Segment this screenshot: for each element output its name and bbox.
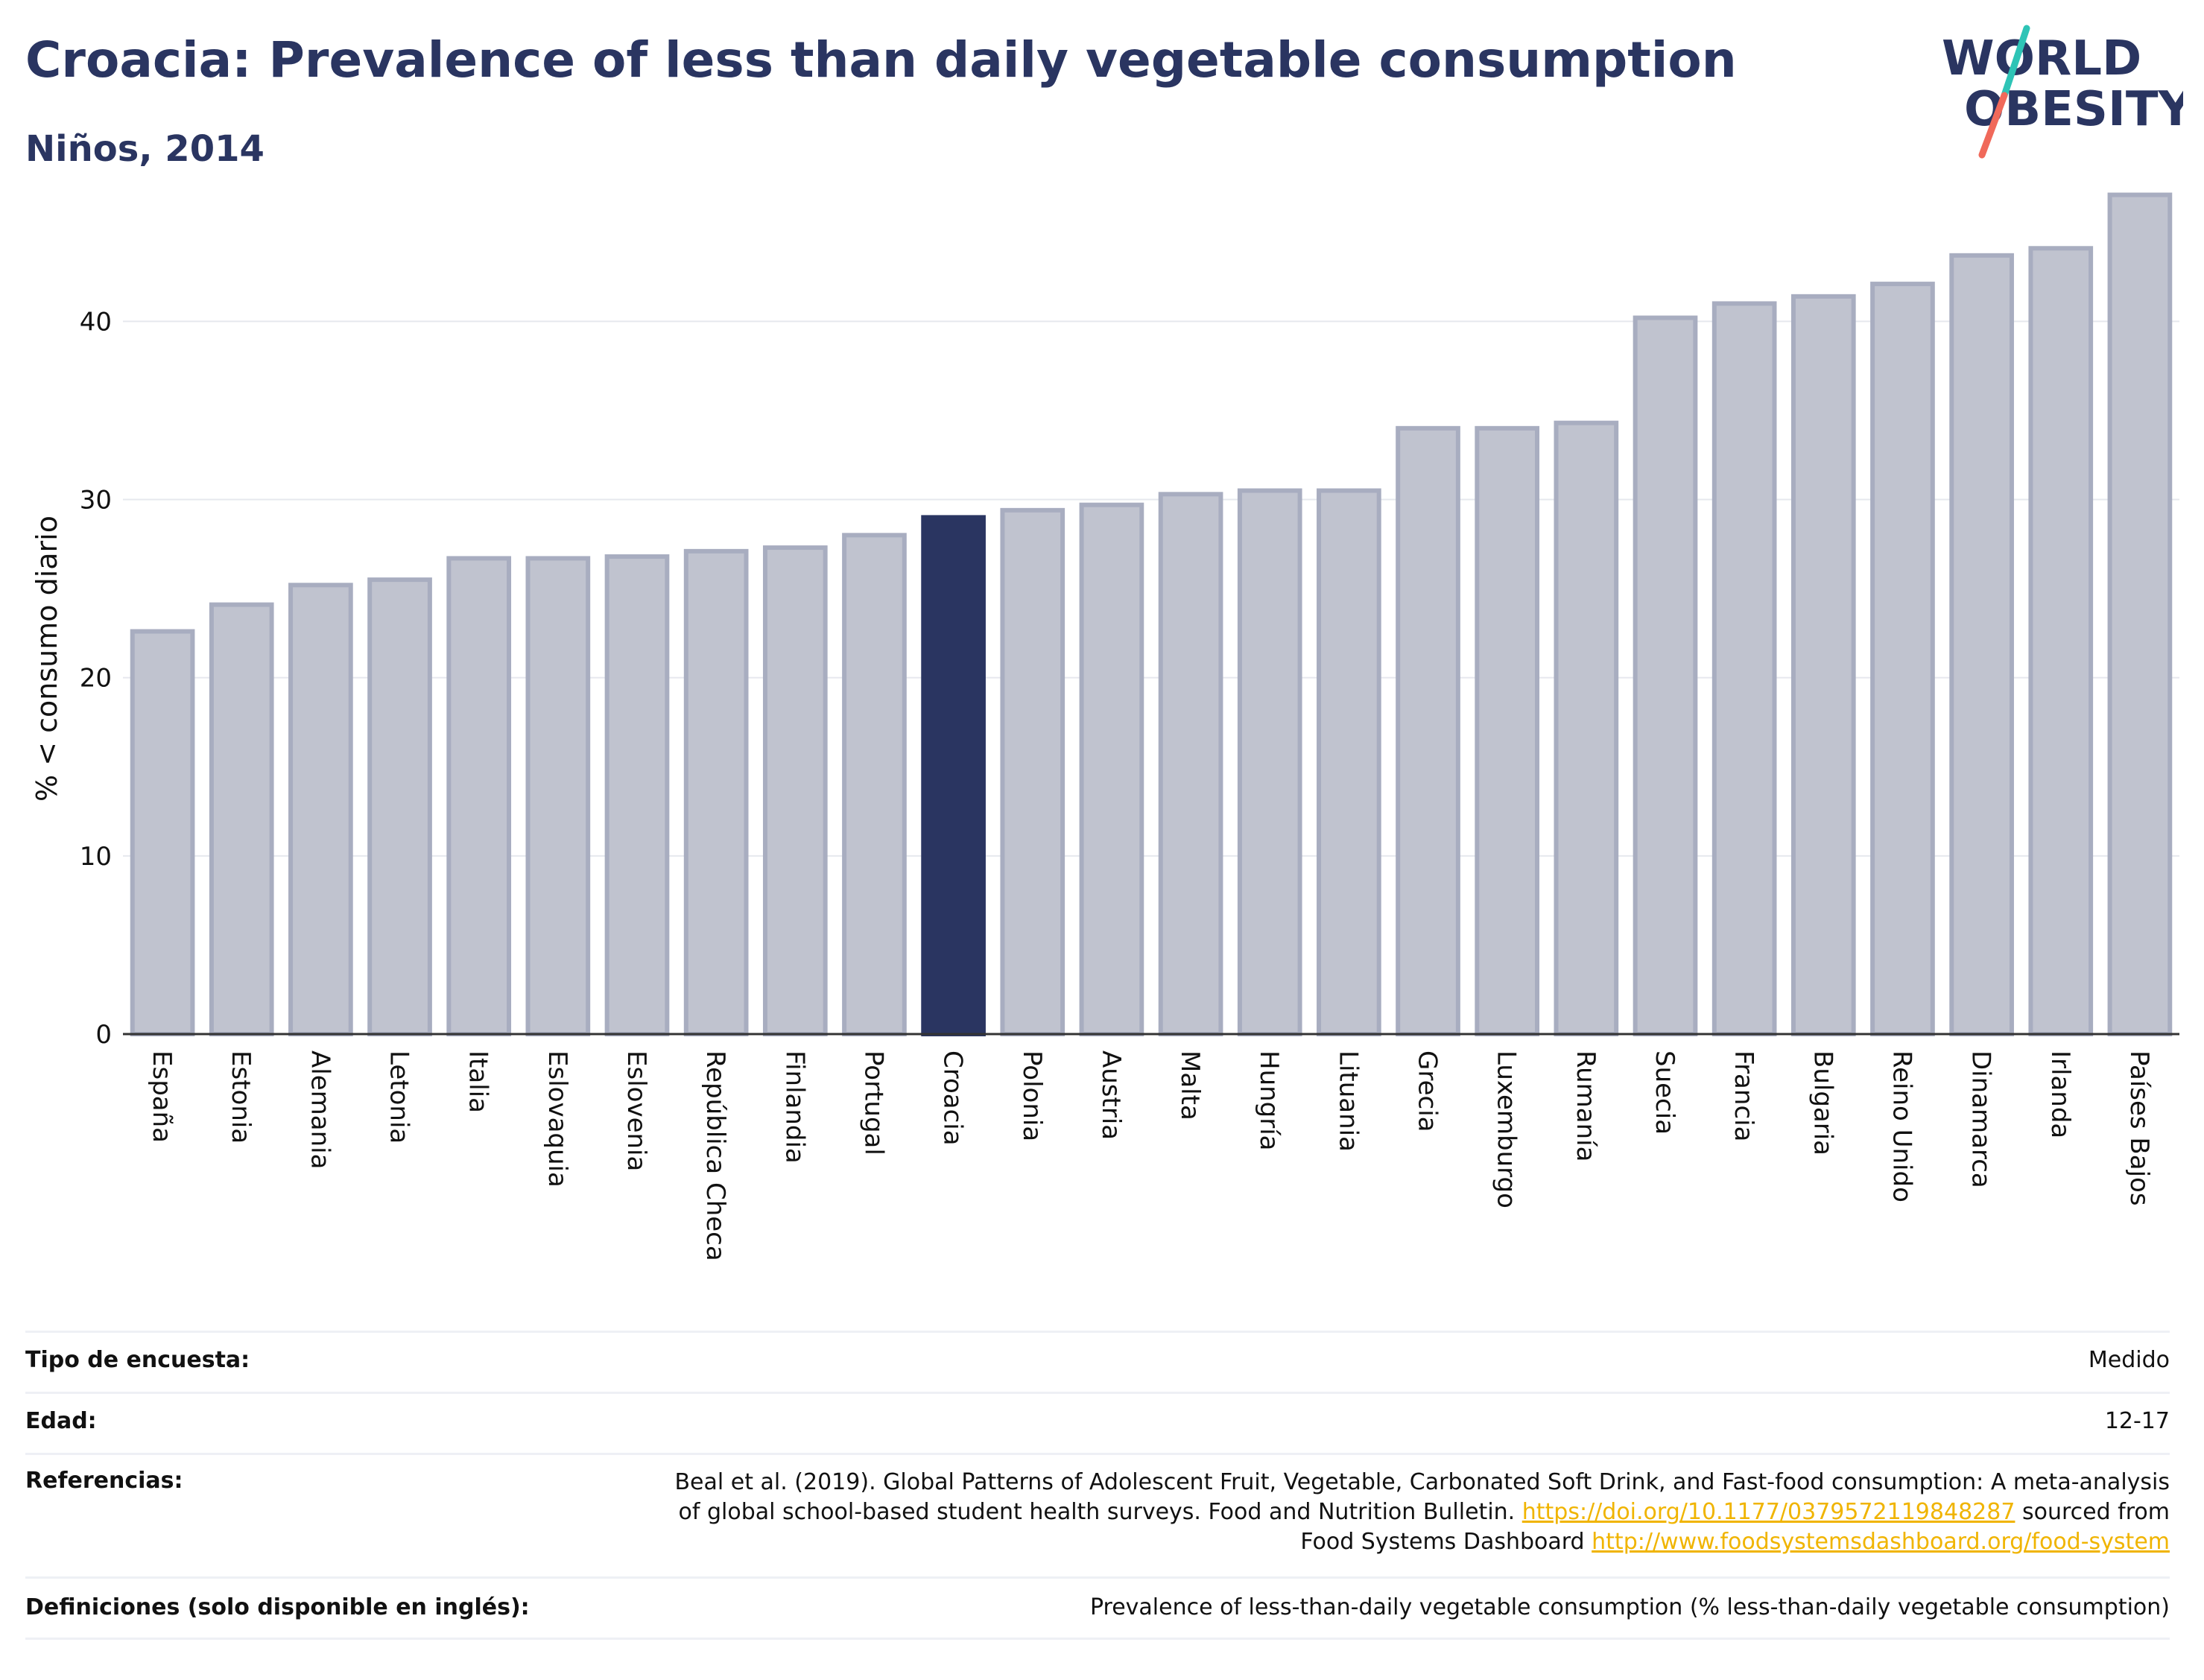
references-label: Referencias: (25, 1468, 183, 1494)
x-tick-label: Letonia (384, 1050, 414, 1144)
bar (1870, 282, 1935, 1036)
x-tick-label: Estonia (226, 1050, 256, 1144)
bars (130, 192, 2173, 1037)
y-tick-label: 20 (80, 664, 112, 694)
y-tick-label: 40 (80, 307, 112, 337)
bar (1079, 502, 1144, 1036)
x-tick-label: Reino Unido (1887, 1050, 1916, 1202)
divider (25, 1453, 2170, 1455)
bar (1000, 507, 1065, 1037)
x-tick-label: Dinamarca (1966, 1050, 1996, 1188)
bar (367, 577, 432, 1036)
bar (1711, 301, 1777, 1036)
x-tick-label: Lituania (1333, 1050, 1363, 1152)
y-tick-label: 30 (80, 486, 112, 516)
x-tick-label: Suecia (1650, 1050, 1679, 1135)
bar (525, 556, 591, 1036)
bar (446, 556, 512, 1036)
references-line-1: Beal et al. (2019). Global Patterns of A… (674, 1469, 2170, 1495)
x-tick-labels: España Estonia Alemania Letonia Italia Eslova… (147, 1050, 2154, 1261)
definitions-row: Definiciones (solo disponible en inglés)… (25, 1594, 2170, 1632)
logo-word-world: WORLD (1942, 31, 2141, 86)
x-tick-label: Países Bajos (2124, 1050, 2154, 1206)
bar (1475, 425, 1540, 1037)
references-line-3-text: Food Systems Dashboard (1300, 1529, 1585, 1555)
divider (25, 1331, 2170, 1333)
bar (683, 548, 749, 1036)
y-axis-label: % < consumo diario (31, 516, 63, 802)
bar (2107, 192, 2173, 1036)
divider (25, 1638, 2170, 1640)
chart-title: Croacia: Prevalence of less than daily v… (25, 31, 1737, 89)
divider (25, 1576, 2170, 1579)
bar (209, 602, 274, 1036)
x-tick-label: República Checa (700, 1050, 730, 1261)
x-tick-label: Finlandia (779, 1050, 809, 1164)
references-line-2-text: of global school-based student health su… (678, 1499, 1516, 1525)
world-obesity-logo: WORLD OBESITY (1942, 25, 2183, 159)
age-value: 12-17 (2104, 1408, 2170, 1434)
bar (1158, 492, 1223, 1036)
age-label: Edad: (25, 1408, 97, 1434)
x-tick-label: Irlanda (2045, 1050, 2075, 1138)
survey-type-label: Tipo de encuesta: (25, 1347, 250, 1373)
x-tick-label: Grecia (1413, 1050, 1443, 1132)
x-tick-label: España (147, 1050, 177, 1143)
bar (1633, 315, 1698, 1037)
references-line-2: of global school-based student health su… (605, 1497, 2170, 1527)
x-tick-label: Portugal (858, 1050, 888, 1156)
bar (1949, 253, 2014, 1036)
x-tick-label: Rumanía (1571, 1050, 1600, 1161)
definitions-value: Prevalence of less-than-daily vegetable … (1089, 1594, 2170, 1620)
bar (1790, 294, 1856, 1037)
chart-subtitle: Niños, 2014 (25, 128, 265, 170)
bar (1554, 420, 1619, 1036)
y-tick-label: 0 (95, 1020, 112, 1050)
doi-link[interactable]: https://doi.org/10.1177/0379572119848287 (1521, 1499, 2015, 1525)
food-systems-link[interactable]: http://www.foodsystemsdashboard.org/food… (1592, 1529, 2170, 1555)
references-row: Referencias: Beal et al. (2019). Global … (25, 1468, 2170, 1572)
bar-chart: 0 10 20 30 40 España Estonia Alemania Letonia It… (31, 192, 2179, 1261)
survey-type-value: Medido (2088, 1347, 2170, 1373)
bar (2028, 246, 2094, 1036)
x-tick-label: Hungría (1254, 1050, 1284, 1151)
x-tick-label: Eslovaquia (542, 1050, 572, 1188)
divider (25, 1392, 2170, 1394)
bar-highlighted (921, 515, 986, 1036)
x-tick-label: Luxemburgo (1492, 1050, 1521, 1208)
x-tick-label: Polonia (1017, 1050, 1047, 1141)
bar (762, 545, 828, 1036)
x-tick-label: Alemania (305, 1050, 335, 1169)
x-tick-label: Eslovenia (621, 1050, 651, 1171)
y-tick-labels: 0 10 20 30 40 (80, 307, 112, 1050)
x-tick-label: Croacia (938, 1050, 968, 1146)
bar (288, 583, 353, 1036)
bar (842, 533, 907, 1037)
definitions-label: Definiciones (solo disponible en inglés)… (25, 1594, 530, 1620)
bar (1396, 425, 1460, 1037)
references-text: Beal et al. (2019). Global Patterns of A… (605, 1468, 2170, 1557)
age-row: Edad: 12-17 (25, 1408, 2170, 1445)
x-tick-label: Malta (1175, 1050, 1205, 1120)
x-tick-label: Italia (463, 1050, 493, 1113)
references-line-2-tail: sourced from (2021, 1499, 2170, 1525)
references-line-3: Food Systems Dashboard http://www.foodsy… (605, 1527, 2170, 1557)
bar (604, 554, 670, 1036)
logo-slash-top (2001, 25, 2030, 99)
bar (130, 629, 195, 1036)
bar (1317, 488, 1381, 1036)
bar (1237, 488, 1302, 1036)
survey-type-row: Tipo de encuesta: Medido (25, 1347, 2170, 1384)
logo-slash-bottom (1978, 92, 2008, 159)
x-tick-label: Austria (1096, 1050, 1126, 1140)
x-tick-label: Bulgaria (1808, 1050, 1837, 1156)
y-tick-label: 10 (80, 842, 112, 872)
x-tick-label: Francia (1729, 1050, 1758, 1141)
